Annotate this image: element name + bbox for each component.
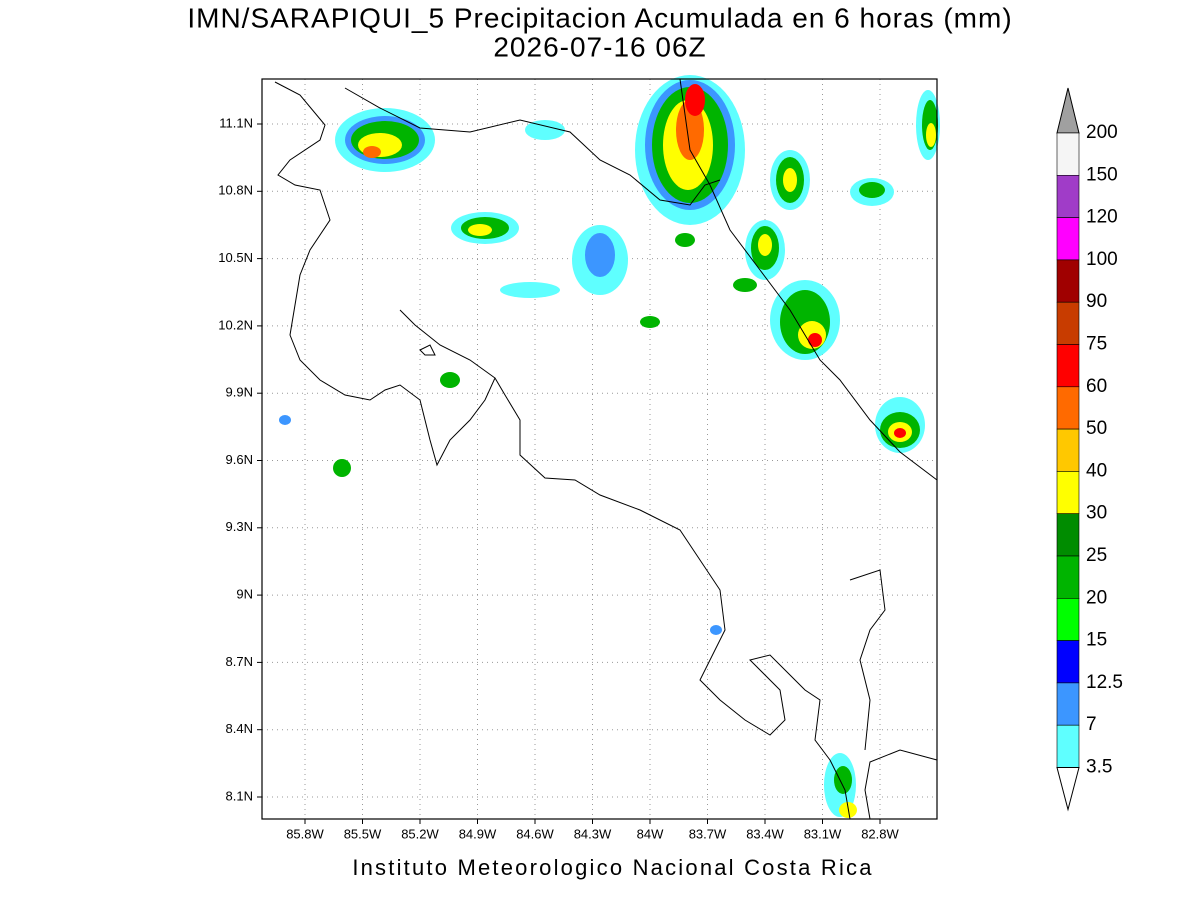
coastlines [274,78,938,820]
lon-label: 84.6W [516,826,554,841]
colorbar-segment [1056,555,1080,599]
colorbar-label: 50 [1086,418,1107,439]
rain-cell [745,220,785,280]
rain-cell [440,372,460,388]
rain-cell [675,233,695,247]
colorbar-label: 12.5 [1086,672,1123,693]
rain-cell [733,278,757,292]
colorbar-cap [1056,87,1080,134]
colorbar-segment [1056,217,1080,261]
colorbar-segment [1056,132,1080,176]
lon-label: 83.7W [689,826,727,841]
rain-cell [640,316,660,328]
title: IMN/SARAPIQUI_5 Precipitacion Acumulada … [187,2,1012,33]
colorbar-label: 7 [1086,714,1097,735]
colorbar: 200 150 120 100 90 75 60 50 40 30 25 20 15 12.5 7 3.5 [1056,87,1123,812]
rain-cell [525,120,565,140]
rain-cell [710,625,722,635]
colorbar-cap [1056,767,1080,812]
lon-label: 85.5W [344,826,382,841]
colorbar-label: 75 [1086,334,1107,355]
lon-label: 85.2W [401,826,439,841]
colorbar-segment [1056,259,1080,303]
colorbar-label: 40 [1086,460,1107,481]
lat-label: 11.1N [219,115,253,130]
colorbar-label: 150 [1086,164,1118,185]
rain-cell [770,280,840,360]
colorbar-segment [1056,386,1080,430]
colorbar-label: 100 [1086,249,1118,270]
colorbar-label: 20 [1086,587,1107,608]
rain-cell [824,753,857,818]
grid [262,79,937,819]
colorbar-segment [1056,513,1080,557]
rain-cell [279,415,291,425]
rain-cell [875,397,925,453]
precipitation [279,75,940,818]
lat-label: 8.4N [226,721,253,736]
rain-cell [500,282,560,298]
subtitle: 2026-07-16 06Z [493,31,706,62]
lat-label: 10.5N [218,250,253,265]
lat-label: 9N [236,587,253,602]
rain-cell [916,90,940,160]
lat-label: 10.2N [218,317,253,332]
lon-label: 84.3W [574,826,612,841]
rain-cell [451,212,519,244]
colorbar-label: 200 [1086,122,1118,143]
colorbar-label: 3.5 [1086,757,1112,778]
lat-label: 9.3N [226,519,253,534]
lat-label: 10.8N [218,183,253,198]
colorbar-segment [1056,640,1080,684]
lat-label: 8.1N [226,788,253,803]
colorbar-segment [1056,682,1080,726]
colorbar-label: 15 [1086,630,1107,651]
lon-label: 83.1W [804,826,842,841]
footer: Instituto Meteorologico Nacional Costa R… [352,855,873,880]
rain-cell [770,150,810,210]
rain-cell [572,225,628,295]
axis-labels: 85.8W 85.5W 85.2W 84.9W 84.6W 84.3W 84W 83.7W 83… [218,115,899,841]
colorbar-segment [1056,344,1080,388]
lat-label: 9.9N [226,385,253,400]
colorbar-label: 25 [1086,545,1107,566]
lon-label: 83.4W [746,826,784,841]
colorbar-label: 120 [1086,207,1118,228]
lat-label: 8.7N [226,654,253,669]
lon-label: 85.8W [286,826,324,841]
colorbar-segment [1056,724,1080,768]
rain-cell [850,178,894,206]
rain-cell [335,108,435,172]
colorbar-segment [1056,597,1080,641]
lon-label: 84.9W [459,826,497,841]
map-frame [261,78,938,820]
colorbar-label: 60 [1086,376,1107,397]
colorbar-segment [1056,301,1080,345]
colorbar-segment [1056,175,1080,218]
colorbar-label: 30 [1086,503,1107,524]
colorbar-segment [1056,471,1080,514]
colorbar-label: 90 [1086,291,1107,312]
lon-label: 84W [637,826,664,841]
lat-label: 9.6N [226,452,253,467]
lon-label: 82.8W [861,826,899,841]
colorbar-segment [1056,428,1080,472]
rain-cell [333,459,351,477]
